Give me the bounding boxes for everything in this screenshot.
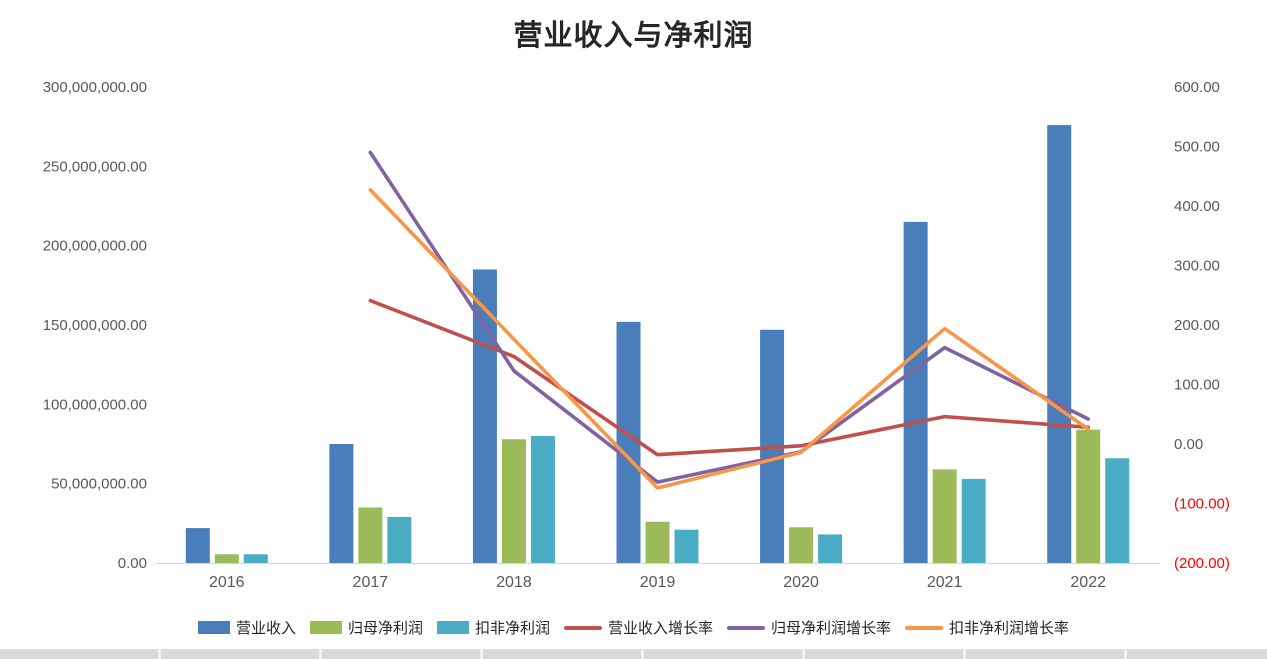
category-label: 2020 bbox=[783, 574, 819, 591]
bar-归母净利润[interactable] bbox=[358, 507, 383, 563]
legend-bar-swatch bbox=[309, 621, 342, 634]
combo-chart[interactable]: 0.00 50,000,000.00 100,000,000.00 150,000,0… bbox=[0, 0, 1267, 612]
right-axis-label: 200.00 bbox=[1174, 317, 1220, 334]
legend-bar-swatch bbox=[436, 621, 469, 634]
category-label: 2019 bbox=[640, 574, 676, 591]
line-归母净利润增长率[interactable] bbox=[368, 150, 1091, 484]
right-axis-label: 500.00 bbox=[1174, 139, 1220, 156]
right-axis-label: 400.00 bbox=[1174, 198, 1220, 215]
bar-扣非净利润[interactable] bbox=[961, 478, 986, 563]
bar-营业收入[interactable] bbox=[1047, 125, 1072, 563]
legend-label: 归母净利润 bbox=[347, 619, 423, 637]
legend-bar-swatch bbox=[197, 621, 230, 634]
legend-item[interactable]: 归母净利润增长率 bbox=[727, 617, 891, 638]
right-axis-label: (100.00) bbox=[1174, 496, 1230, 513]
left-axis-label: 0.00 bbox=[118, 555, 147, 572]
chart-legend: 营业收入 归母净利润 扣非净利润 营业收入增长率 归母净利润增长率 扣非净利润增长率 bbox=[0, 617, 1267, 638]
left-axis-label: 200,000,000.00 bbox=[43, 238, 147, 255]
category-label: 2016 bbox=[209, 574, 245, 591]
right-axis-label: 600.00 bbox=[1174, 79, 1220, 96]
bar-扣非净利润[interactable] bbox=[530, 436, 555, 563]
bar-归母净利润[interactable] bbox=[214, 554, 239, 563]
legend-label: 归母净利润增长率 bbox=[771, 619, 892, 637]
table-header-strip bbox=[0, 648, 1267, 659]
category-label: 2022 bbox=[1070, 574, 1106, 591]
legend-line-swatch bbox=[905, 625, 944, 630]
bar-归母净利润[interactable] bbox=[645, 521, 670, 563]
category-label: 2021 bbox=[927, 574, 963, 591]
bar-归母净利润[interactable] bbox=[501, 439, 526, 563]
legend-item[interactable]: 营业收入 bbox=[197, 617, 296, 638]
legend-item[interactable]: 扣非净利润 bbox=[436, 617, 550, 638]
bar-扣非净利润[interactable] bbox=[1105, 458, 1130, 563]
category-label: 2017 bbox=[353, 574, 389, 591]
left-axis-label: 100,000,000.00 bbox=[43, 396, 147, 413]
bar-扣非净利润[interactable] bbox=[243, 554, 268, 563]
bar-营业收入[interactable] bbox=[185, 528, 210, 563]
legend-label: 营业收入 bbox=[235, 619, 296, 637]
legend-label: 扣非净利润 bbox=[474, 619, 550, 637]
bar-扣非净利润[interactable] bbox=[674, 529, 699, 563]
legend-line-swatch bbox=[564, 625, 602, 630]
legend-item[interactable]: 归母净利润 bbox=[309, 617, 423, 638]
right-axis-label: 0.00 bbox=[1174, 436, 1203, 453]
line-扣非净利润增长率[interactable] bbox=[368, 188, 1091, 490]
bar-归母净利润[interactable] bbox=[1076, 429, 1101, 563]
category-label: 2018 bbox=[496, 574, 532, 591]
bar-扣非净利润[interactable] bbox=[387, 516, 412, 563]
bar-归母净利润[interactable] bbox=[932, 469, 957, 563]
chart-title: 营业收入与净利润 bbox=[513, 18, 754, 52]
legend-label: 营业收入增长率 bbox=[608, 619, 714, 637]
legend-label: 扣非净利润增长率 bbox=[949, 619, 1070, 637]
legend-line-swatch bbox=[727, 625, 766, 630]
right-axis-label: 300.00 bbox=[1174, 258, 1220, 275]
left-axis-label: 300,000,000.00 bbox=[43, 79, 147, 96]
left-axis-label: 250,000,000.00 bbox=[43, 158, 147, 175]
legend-item[interactable]: 扣非净利润增长率 bbox=[905, 617, 1069, 638]
bar-扣非净利润[interactable] bbox=[818, 534, 843, 563]
line-营业收入增长率[interactable] bbox=[368, 298, 1091, 457]
bar-营业收入[interactable] bbox=[329, 444, 354, 563]
left-axis-label: 150,000,000.00 bbox=[43, 317, 147, 334]
bar-营业收入[interactable] bbox=[903, 221, 928, 563]
right-axis-label: (200.00) bbox=[1174, 555, 1230, 572]
bar-归母净利润[interactable] bbox=[789, 527, 814, 563]
left-axis-label: 50,000,000.00 bbox=[51, 476, 147, 493]
legend-item[interactable]: 营业收入增长率 bbox=[564, 617, 713, 638]
right-axis-label: 100.00 bbox=[1174, 377, 1220, 394]
